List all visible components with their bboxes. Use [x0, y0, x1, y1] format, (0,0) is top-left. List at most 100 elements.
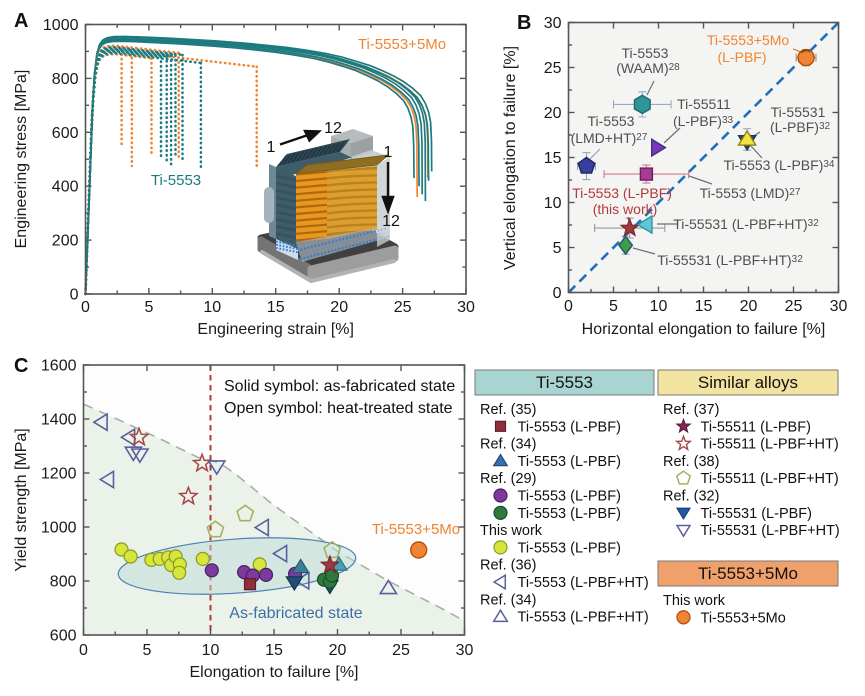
svg-text:10: 10: [544, 195, 562, 212]
svg-text:Ref. (38): Ref. (38): [663, 454, 719, 470]
svg-text:1000: 1000: [43, 17, 79, 34]
svg-text:1: 1: [384, 144, 393, 161]
svg-text:As-fabricated state: As-fabricated state: [229, 605, 363, 622]
svg-text:25: 25: [544, 60, 562, 77]
svg-text:10: 10: [203, 299, 221, 316]
svg-text:(L-PBF): (L-PBF): [718, 49, 767, 65]
svg-text:20: 20: [330, 299, 348, 316]
svg-text:1200: 1200: [41, 466, 77, 483]
svg-text:5: 5: [144, 299, 153, 316]
svg-text:12: 12: [382, 213, 400, 230]
svg-text:Ref. (32): Ref. (32): [663, 489, 719, 505]
svg-text:0: 0: [553, 285, 562, 302]
svg-text:20: 20: [740, 298, 758, 315]
svg-text:Ti-55531 (L-PBF+HT)32: Ti-55531 (L-PBF+HT)32: [657, 252, 803, 268]
svg-text:30: 30: [830, 298, 848, 315]
svg-text:30: 30: [457, 299, 475, 316]
svg-text:This work: This work: [663, 593, 726, 609]
svg-text:800: 800: [50, 574, 77, 591]
svg-text:(L-PBF)33: (L-PBF)33: [673, 113, 734, 129]
svg-text:15: 15: [267, 299, 285, 316]
svg-text:Ref. (37): Ref. (37): [663, 402, 719, 418]
svg-text:15: 15: [265, 642, 283, 659]
svg-text:Ref. (34): Ref. (34): [480, 437, 536, 453]
svg-text:Ti-5553 (L-PBF): Ti-5553 (L-PBF): [572, 185, 672, 201]
svg-text:5: 5: [609, 298, 618, 315]
svg-text:Ti-55531 (L-PBF+HT): Ti-55531 (L-PBF+HT): [701, 523, 840, 539]
svg-text:25: 25: [785, 298, 803, 315]
svg-text:1000: 1000: [41, 520, 77, 537]
svg-text:600: 600: [52, 125, 79, 142]
svg-text:Ti-55511 (L-PBF): Ti-55511 (L-PBF): [701, 419, 811, 435]
svg-text:400: 400: [52, 179, 79, 196]
svg-text:Ti-5553 (L-PBF): Ti-5553 (L-PBF): [518, 506, 621, 522]
svg-text:1600: 1600: [41, 358, 77, 375]
svg-text:10: 10: [650, 298, 668, 315]
svg-text:Ti-5553+5Mo: Ti-5553+5Mo: [698, 564, 798, 583]
svg-text:25: 25: [394, 299, 412, 316]
svg-text:5: 5: [143, 642, 152, 659]
svg-text:Ref. (35): Ref. (35): [480, 402, 536, 418]
svg-text:Ref. (36): Ref. (36): [480, 558, 536, 574]
svg-text:15: 15: [695, 298, 713, 315]
svg-text:15: 15: [544, 150, 562, 167]
svg-text:(this work): (this work): [593, 201, 658, 217]
svg-text:Ti-5553: Ti-5553: [588, 113, 635, 129]
svg-text:(WAAM)28: (WAAM)28: [616, 60, 680, 76]
svg-text:Ti-5553+5Mo: Ti-5553+5Mo: [701, 610, 786, 626]
svg-text:Ref. (34): Ref. (34): [480, 592, 536, 608]
svg-text:0: 0: [79, 642, 88, 659]
svg-text:Ti-5553 (L-PBF): Ti-5553 (L-PBF): [518, 419, 621, 435]
svg-text:This work: This work: [480, 523, 543, 539]
svg-text:Ti-5553 (L-PBF): Ti-5553 (L-PBF): [518, 540, 621, 556]
svg-text:Ti-5553: Ti-5553: [536, 373, 593, 392]
svg-text:800: 800: [52, 71, 79, 88]
svg-text:12: 12: [324, 120, 342, 137]
svg-text:(LMD+HT)27: (LMD+HT)27: [571, 130, 648, 146]
svg-text:Ti-55511: Ti-55511: [677, 96, 731, 112]
svg-text:Elongation to failure [%]: Elongation to failure [%]: [190, 664, 359, 681]
svg-text:A: A: [14, 10, 28, 32]
svg-text:Ti-55531 (L-PBF+HT)32: Ti-55531 (L-PBF+HT)32: [673, 216, 819, 232]
svg-text:Ti-55511 (L-PBF+HT): Ti-55511 (L-PBF+HT): [701, 471, 839, 487]
svg-text:Engineering stress [MPa]: Engineering stress [MPa]: [13, 70, 30, 249]
svg-text:Solid symbol: as-fabricated st: Solid symbol: as-fabricated state: [224, 378, 455, 395]
svg-text:Ti-5553 (L-PBF+HT): Ti-5553 (L-PBF+HT): [518, 610, 649, 626]
svg-text:25: 25: [392, 642, 410, 659]
svg-text:20: 20: [544, 105, 562, 122]
svg-text:Ti-55511 (L-PBF+HT): Ti-55511 (L-PBF+HT): [701, 437, 839, 453]
svg-text:Similar alloys: Similar alloys: [698, 373, 798, 392]
svg-text:Ti-5553+5Mo: Ti-5553+5Mo: [358, 36, 446, 53]
svg-text:10: 10: [202, 642, 220, 659]
svg-text:Ti-5553 (L-PBF+HT): Ti-5553 (L-PBF+HT): [518, 575, 649, 591]
svg-text:5: 5: [553, 240, 562, 257]
svg-text:Ti-5553 (L-PBF)34: Ti-5553 (L-PBF)34: [724, 157, 835, 173]
svg-text:C: C: [14, 355, 28, 377]
svg-text:Ti-55531: Ti-55531: [771, 104, 826, 120]
svg-text:0: 0: [81, 299, 90, 316]
svg-text:B: B: [517, 12, 531, 34]
svg-text:Open symbol: heat-treated stat: Open symbol: heat-treated state: [224, 400, 453, 417]
svg-text:Vertical elongation to failure: Vertical elongation to failure [%]: [502, 46, 519, 270]
svg-text:Ti-5553: Ti-5553: [151, 172, 201, 189]
svg-text:0: 0: [70, 287, 79, 304]
svg-text:Engineering strain [%]: Engineering strain [%]: [197, 321, 354, 338]
svg-text:600: 600: [50, 628, 77, 645]
svg-text:Horizontal elongation to failu: Horizontal elongation to failure [%]: [582, 321, 826, 338]
svg-text:Ti-5553 (L-PBF): Ti-5553 (L-PBF): [518, 454, 621, 470]
svg-text:Ti-5553 (LMD)27: Ti-5553 (LMD)27: [700, 185, 801, 201]
svg-text:30: 30: [544, 15, 562, 32]
svg-text:30: 30: [456, 642, 474, 659]
svg-text:Ti-5553 (L-PBF): Ti-5553 (L-PBF): [518, 489, 621, 505]
svg-text:Ti-5553+5Mo: Ti-5553+5Mo: [372, 521, 460, 538]
svg-text:Ti-5553: Ti-5553: [622, 45, 669, 61]
svg-text:(L-PBF)32: (L-PBF)32: [770, 119, 831, 135]
svg-text:0: 0: [564, 298, 573, 315]
svg-text:Ref. (29): Ref. (29): [480, 471, 536, 487]
svg-text:Yield strength [MPa]: Yield strength [MPa]: [13, 428, 30, 571]
svg-text:20: 20: [329, 642, 347, 659]
svg-text:1: 1: [267, 139, 276, 156]
svg-text:200: 200: [52, 233, 79, 250]
svg-text:Ti-55531 (L-PBF): Ti-55531 (L-PBF): [701, 506, 812, 522]
svg-text:Ti-5553+5Mo: Ti-5553+5Mo: [707, 32, 790, 48]
